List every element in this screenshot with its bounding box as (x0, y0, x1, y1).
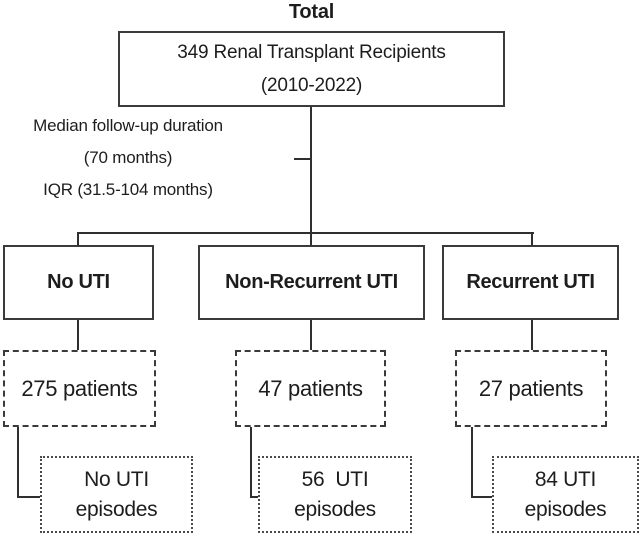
connector-patients2-drop (310, 320, 312, 350)
followup-note-line2: (70 months) (83, 148, 173, 167)
branch-label-non-recurrent-uti: Non-Recurrent UTI (225, 271, 398, 293)
root-box: 349 Renal Transplant Recipients (2010-20… (118, 31, 505, 107)
branch-label-recurrent-uti: Recurrent UTI (466, 271, 595, 293)
followup-note: Median follow-up duration (70 months) IQ… (0, 110, 256, 206)
episodes-line1-non-recurrent-uti: 56 UTI (301, 467, 369, 491)
branch-box-non-recurrent-uti: Non-Recurrent UTI (198, 245, 425, 320)
branch-box-recurrent-uti: Recurrent UTI (442, 245, 619, 320)
connector-patients3-drop (531, 320, 533, 350)
connector-episodes3-elbow-horizontal (471, 496, 493, 498)
episodes-box-no-uti: No UTI episodes (40, 456, 193, 533)
followup-note-line3: IQR (31.5-104 months) (43, 180, 213, 199)
patients-count-no-uti: 275 patients (21, 375, 138, 401)
episodes-box-non-recurrent-uti: 56 UTI episodes (258, 456, 412, 533)
branch-label-no-uti: No UTI (47, 271, 110, 293)
connector-root-vertical (310, 107, 312, 234)
episodes-line2-non-recurrent-uti: episodes (294, 497, 376, 521)
connector-branch3-drop (531, 232, 533, 246)
episodes-box-recurrent-uti: 84 UTI episodes (492, 456, 639, 533)
followup-note-line1: Median follow-up duration (33, 116, 223, 135)
total-label: Total (288, 1, 335, 23)
connector-episodes2-elbow-horizontal (250, 496, 260, 498)
connector-horizontal-main (77, 232, 534, 234)
patients-count-non-recurrent-uti: 47 patients (258, 375, 363, 401)
connector-episodes2-elbow-vertical (250, 427, 252, 498)
patients-box-non-recurrent-uti: 47 patients (235, 350, 386, 427)
episodes-line1-recurrent-uti: 84 UTI (534, 467, 597, 491)
connector-followup-tick (294, 158, 310, 160)
connector-episodes3-elbow-vertical (471, 427, 473, 498)
root-box-line1: 349 Renal Transplant Recipients (177, 42, 446, 63)
branch-box-no-uti: No UTI (3, 245, 154, 320)
root-box-line2: (2010-2022) (260, 75, 363, 96)
connector-episodes1-elbow-vertical (17, 427, 19, 498)
connector-patients1-drop (77, 320, 79, 350)
patients-box-recurrent-uti: 27 patients (455, 350, 607, 427)
connector-branch2-drop (310, 232, 312, 246)
connector-episodes1-elbow-horizontal (17, 496, 41, 498)
episodes-line2-recurrent-uti: episodes (524, 497, 607, 521)
patients-box-no-uti: 275 patients (3, 350, 156, 427)
episodes-line2-no-uti: episodes (75, 497, 158, 521)
episodes-line1-no-uti: No UTI (84, 467, 149, 491)
patients-count-recurrent-uti: 27 patients (478, 375, 584, 401)
connector-branch1-drop (77, 232, 79, 246)
